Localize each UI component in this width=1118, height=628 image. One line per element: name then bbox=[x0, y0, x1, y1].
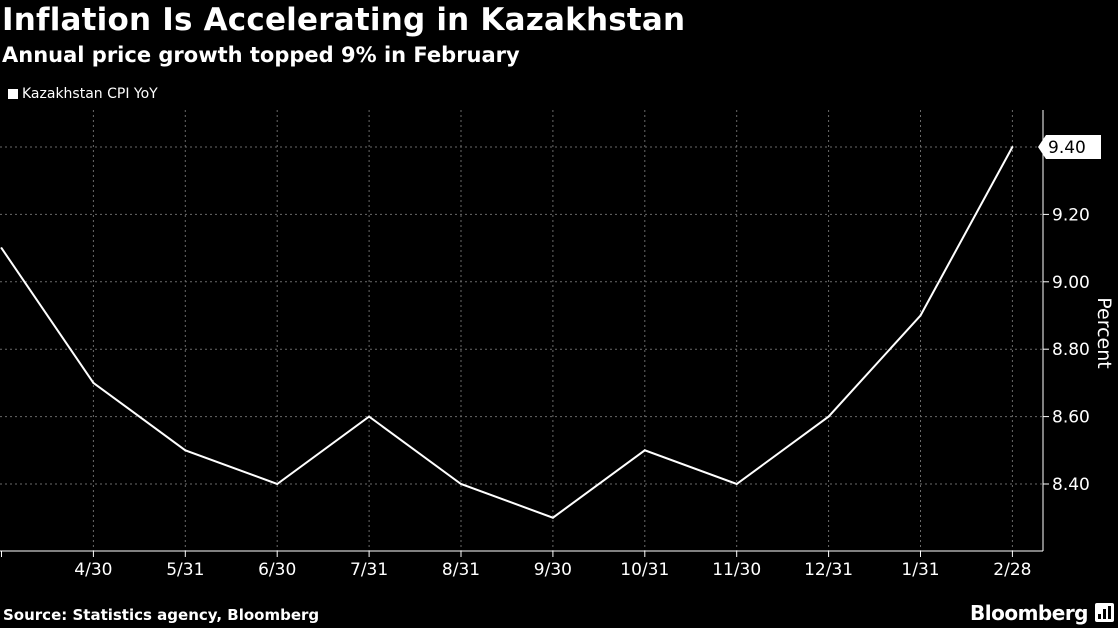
data-point bbox=[184, 449, 187, 452]
data-point bbox=[0, 247, 3, 250]
y-axis-label: Percent bbox=[1093, 297, 1115, 369]
y-tick-label: 8.60 bbox=[1052, 408, 1090, 428]
y-tick-label: 8.40 bbox=[1052, 475, 1090, 495]
x-tick-label: 7/31 bbox=[350, 560, 388, 580]
brand-logo-text: Bloomberg bbox=[970, 601, 1088, 625]
chart-subtitle: Annual price growth topped 9% in Februar… bbox=[2, 43, 520, 67]
x-tick-labels: 4/30 5/31 6/30 7/31 8/31 9/30 10/31 11/30 12/31 1… bbox=[74, 560, 1031, 580]
data-point bbox=[551, 516, 554, 519]
callout-value: 9.40 bbox=[1048, 138, 1086, 158]
series-line bbox=[0, 146, 1014, 519]
legend-label: Kazakhstan CPI YoY bbox=[22, 86, 158, 102]
axes bbox=[0, 110, 1049, 557]
x-tick-label: 8/31 bbox=[442, 560, 480, 580]
x-tick-label: 9/30 bbox=[534, 560, 572, 580]
source-note: Source: Statistics agency, Bloomberg bbox=[3, 606, 320, 624]
x-tick-label: 5/31 bbox=[166, 560, 204, 580]
x-tick-label: 4/30 bbox=[74, 560, 112, 580]
grid-lines bbox=[0, 110, 1043, 551]
last-value-callout: 9.40 bbox=[1038, 135, 1101, 159]
legend-swatch bbox=[8, 89, 18, 99]
data-point bbox=[827, 415, 830, 418]
y-tick-labels: 8.40 8.60 8.80 9.00 9.20 bbox=[1052, 205, 1090, 495]
data-point bbox=[643, 449, 646, 452]
x-tick-label: 12/31 bbox=[804, 560, 853, 580]
y-tick-label: 8.80 bbox=[1052, 340, 1090, 360]
data-point bbox=[276, 483, 279, 485]
data-point bbox=[460, 483, 462, 485]
y-tick-label: 9.00 bbox=[1052, 273, 1090, 293]
series-lines bbox=[0, 146, 1014, 519]
data-point bbox=[919, 314, 922, 317]
y-tick-label: 9.20 bbox=[1052, 205, 1090, 225]
x-tick-label: 10/31 bbox=[620, 560, 669, 580]
data-point bbox=[368, 415, 371, 418]
x-tick-label: 2/28 bbox=[993, 560, 1031, 580]
x-tick-label: 6/30 bbox=[258, 560, 296, 580]
x-tick-label: 11/30 bbox=[712, 560, 761, 580]
x-tick-label: 1/31 bbox=[901, 560, 939, 580]
data-point bbox=[92, 381, 95, 384]
bloomberg-badge-icon bbox=[1095, 603, 1114, 622]
data-point bbox=[735, 483, 738, 485]
callout-box bbox=[1038, 135, 1101, 159]
chart-title: Inflation Is Accelerating in Kazakhstan bbox=[2, 2, 686, 38]
legend: Kazakhstan CPI YoY bbox=[8, 86, 158, 102]
data-point bbox=[1011, 146, 1014, 148]
